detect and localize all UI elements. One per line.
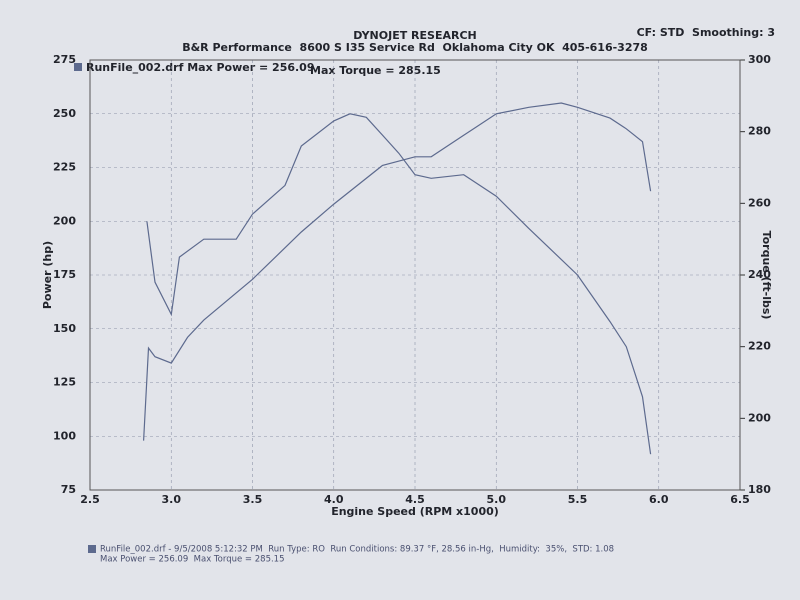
x-tick-label: 3.5	[243, 493, 263, 506]
y2-axis-label: Torque (ft-lbs)	[760, 231, 773, 320]
y-tick-label: 150	[53, 322, 76, 335]
plot-frame	[89, 59, 741, 491]
x-tick-label: 6.5	[730, 493, 750, 506]
series-line	[146, 113, 652, 455]
footer-swatch	[88, 545, 96, 553]
footer-line: Max Power = 256.09 Max Torque = 285.15	[100, 555, 285, 565]
y-tick-label: 275	[53, 53, 76, 66]
annotation: CF: STD Smoothing: 3	[637, 26, 775, 39]
y-tick-label: 100	[53, 429, 76, 442]
x-tick-label: 4.0	[324, 493, 344, 506]
y-tick-label: 75	[61, 483, 76, 496]
y2-tick-label: 300	[748, 53, 771, 66]
x-tick-label: 3.0	[162, 493, 182, 506]
x-tick-label: 5.5	[568, 493, 588, 506]
y2-tick-label: 220	[748, 340, 771, 353]
y-axis-label: Power (hp)	[41, 241, 54, 309]
y2-tick-label: 180	[748, 483, 771, 496]
legend-entry: Max Torque = 285.15	[310, 64, 441, 77]
y2-tick-label: 200	[748, 411, 771, 424]
legend-entry: RunFile_002.drf Max Power = 256.09	[86, 61, 315, 74]
y-tick-label: 250	[53, 107, 76, 120]
y2-tick-label: 280	[748, 125, 771, 138]
y-tick-label: 125	[53, 376, 76, 389]
y-tick-label: 225	[53, 161, 76, 174]
y-tick-label: 175	[53, 268, 76, 281]
y2-tick-label: 240	[748, 268, 771, 281]
x-tick-label: 4.5	[405, 493, 425, 506]
legend-swatch	[74, 63, 82, 71]
x-tick-label: 6.0	[649, 493, 669, 506]
chart-title: DYNOJET RESEARCH	[353, 29, 476, 42]
y-tick-label: 200	[53, 214, 76, 227]
series-line	[143, 102, 652, 441]
chart-subtitle: B&R Performance 8600 S I35 Service Rd Ok…	[182, 41, 648, 54]
x-tick-label: 2.5	[80, 493, 100, 506]
x-axis-label: Engine Speed (RPM x1000)	[331, 505, 499, 518]
y2-tick-label: 260	[748, 196, 771, 209]
footer-line: RunFile_002.drf - 9/5/2008 5:12:32 PM Ru…	[100, 545, 614, 555]
x-tick-label: 5.0	[487, 493, 507, 506]
